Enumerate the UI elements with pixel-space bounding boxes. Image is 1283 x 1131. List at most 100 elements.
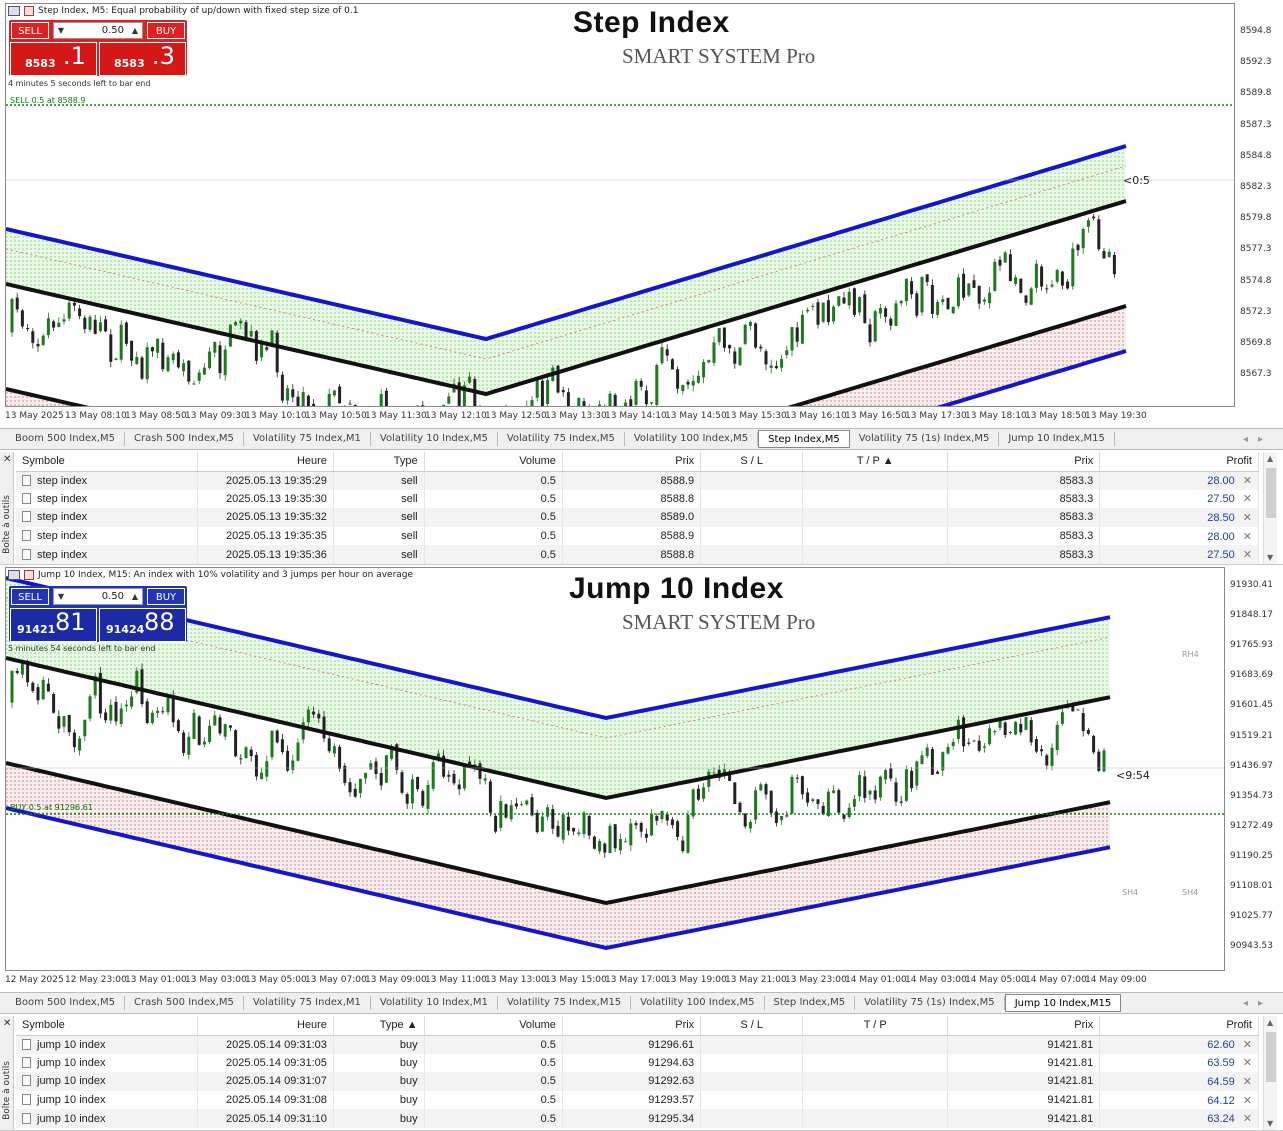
column-header[interactable]: Heure (197, 1016, 334, 1036)
lot-up-icon[interactable]: ▲ (131, 592, 139, 601)
column-header[interactable]: Prix (947, 1016, 1101, 1036)
chart-tab[interactable]: Volatility 10 Index,M1 (371, 996, 498, 1010)
column-header[interactable]: Prix (947, 452, 1101, 472)
cell-sl (700, 471, 804, 490)
time-scale[interactable]: 13 May 2025 13 May 08:10 13 May 08:50 13 Ma… (5, 411, 1235, 425)
column-header[interactable]: Type (333, 452, 425, 472)
column-header[interactable]: S / L (700, 452, 804, 472)
scrollbar[interactable]: ▲ ▼ (1263, 452, 1277, 564)
chart-tab[interactable]: Crash 500 Index,M5 (125, 996, 244, 1010)
lot-down-icon[interactable]: ▼ (57, 26, 65, 35)
chevron-left-icon[interactable]: ◂ (1242, 997, 1248, 1009)
close-position-icon[interactable]: ✕ (1242, 1113, 1252, 1126)
order-line-label[interactable]: SELL 0.5 at 8588.9 (10, 96, 86, 105)
chart-description: Jump 10 Index, M15: An index with 10% vo… (38, 570, 414, 580)
close-position-icon[interactable]: ✕ (1242, 530, 1252, 543)
chevron-right-icon[interactable]: ▸ (1257, 433, 1263, 445)
close-position-icon[interactable]: ✕ (1242, 475, 1252, 488)
column-header[interactable]: Symbole (16, 1016, 198, 1036)
lot-size-input[interactable]: ▼ 0.50 ▲ (53, 588, 143, 605)
price-label: 8592.3 (1240, 57, 1272, 68)
bid-price[interactable]: 8583 .1 (10, 42, 97, 76)
cell-time: 2025.05.13 19:35:29 (197, 471, 334, 490)
chart-tab[interactable]: Volatility 75 Index,M5 (498, 432, 625, 446)
column-header[interactable]: Prix (562, 452, 702, 472)
time-scale[interactable]: 12 May 2025 12 May 23:00 13 May 01:00 13 Ma… (5, 975, 1235, 989)
column-header[interactable]: Profit (1099, 452, 1259, 472)
sh4-label: SH4 (1182, 888, 1199, 897)
chart-tab[interactable]: Volatility 100 Index,M5 (625, 432, 759, 446)
ask-price[interactable]: 8583 .3 (99, 42, 186, 76)
close-position-icon[interactable]: ✕ (1242, 493, 1252, 506)
price-scale[interactable]: 91930.41 91848.17 91765.93 91683.69 91601.45… (1226, 570, 1283, 974)
table-row[interactable]: jump 10 index 2025.05.14 09:31:07 buy 0.5 91… (16, 1072, 1259, 1091)
column-header[interactable]: Volume (424, 452, 563, 472)
toolbox-side: ✕ Boîte à outils (0, 452, 14, 564)
table-row[interactable]: step index 2025.05.13 19:35:30 sell 0.5 8588… (16, 489, 1259, 509)
chart-tab[interactable]: Volatility 75 (1s) Index,M5 (850, 432, 1000, 446)
chart-tab[interactable]: Jump 10 Index,M15 (999, 432, 1115, 446)
column-header[interactable]: Prix (562, 1016, 702, 1036)
close-position-icon[interactable]: ✕ (1242, 511, 1252, 524)
chart-tab[interactable]: Boom 500 Index,M5 (6, 432, 125, 446)
close-position-icon[interactable]: ✕ (1242, 1057, 1252, 1070)
price-label: 8579.8 (1240, 213, 1272, 224)
table-row[interactable]: step index 2025.05.13 19:35:29 sell 0.5 8588… (16, 471, 1259, 490)
column-header[interactable]: Type ▲ (333, 1016, 425, 1036)
column-header[interactable]: Profit (1099, 1016, 1259, 1036)
price-chart[interactable]: Step Index SMART SYSTEM Pro Step Index, … (5, 3, 1235, 407)
sell-button[interactable]: SELL (11, 588, 49, 605)
chevron-left-icon[interactable]: ◂ (1242, 433, 1248, 445)
buy-button[interactable]: BUY (147, 22, 185, 39)
ask-price[interactable]: 91424 88 (99, 608, 186, 642)
column-header[interactable]: T / P ▲ (802, 452, 949, 472)
sell-button[interactable]: SELL (11, 22, 49, 39)
price-scale[interactable]: 8594.8 8592.3 8589.8 8587.3 8584.8 8582.3 8579… (1236, 3, 1283, 407)
chart-tab[interactable]: Jump 10 Index,M15 (1004, 994, 1122, 1012)
cell-sl (700, 1072, 804, 1091)
close-position-icon[interactable]: ✕ (1242, 1039, 1252, 1052)
scrollbar[interactable]: ▲ ▼ (1263, 1016, 1277, 1130)
lot-down-icon[interactable]: ▼ (57, 592, 65, 601)
chart-tab[interactable]: Volatility 75 Index,M15 (498, 996, 632, 1010)
close-position-icon[interactable]: ✕ (1242, 1094, 1252, 1107)
chart-tab[interactable]: Step Index,M5 (758, 430, 850, 448)
cell-tp (802, 1090, 949, 1110)
close-position-icon[interactable]: ✕ (1242, 1075, 1252, 1088)
chart-tab[interactable]: Volatility 100 Index,M5 (631, 996, 765, 1010)
chart-tab[interactable]: Volatility 75 Index,M1 (244, 432, 371, 446)
close-position-icon[interactable]: ✕ (1242, 549, 1252, 562)
chart-tab[interactable]: Volatility 75 (1s) Index,M5 (855, 996, 1005, 1010)
lot-size-input[interactable]: ▼ 0.50 ▲ (53, 22, 143, 39)
column-header[interactable]: Volume (424, 1016, 563, 1036)
column-header[interactable]: S / L (700, 1016, 804, 1036)
price-label: 91683.69 (1230, 670, 1273, 681)
close-icon[interactable]: ✕ (3, 1018, 12, 1029)
chart-tab[interactable]: Volatility 10 Index,M5 (371, 432, 498, 446)
table-row[interactable]: step index 2025.05.13 19:35:32 sell 0.5 8589… (16, 508, 1259, 527)
chart-tab[interactable]: Step Index,M5 (765, 996, 856, 1010)
tab-scroll[interactable]: ◂ ▸ (1243, 434, 1283, 445)
table-row[interactable]: step index 2025.05.13 19:35:35 sell 0.5 8588… (16, 526, 1259, 546)
tab-scroll[interactable]: ◂ ▸ (1243, 998, 1283, 1009)
cell-volume: 0.5 (424, 1090, 563, 1110)
price-chart[interactable]: Jump 10 Index SMART SYSTEM Pro Jump 10 I… (5, 567, 1225, 971)
table-row[interactable]: jump 10 index 2025.05.14 09:31:03 buy 0.5 91… (16, 1035, 1259, 1054)
chevron-right-icon[interactable]: ▸ (1257, 997, 1263, 1009)
chart-tab[interactable]: Volatility 75 Index,M1 (244, 996, 371, 1010)
buy-button[interactable]: BUY (147, 588, 185, 605)
chart-tab[interactable]: Boom 500 Index,M5 (6, 996, 125, 1010)
order-line-label[interactable]: BUY 0.5 at 91296.61 (10, 803, 93, 812)
close-icon[interactable]: ✕ (3, 454, 12, 465)
chart-tab[interactable]: Crash 500 Index,M5 (125, 432, 244, 446)
table-row[interactable]: step index 2025.05.13 19:35:36 sell 0.5 8588… (16, 545, 1259, 564)
time-label: 13 May 11:00 (425, 975, 487, 985)
column-header[interactable]: T / P (802, 1016, 949, 1036)
column-header[interactable]: Heure (197, 452, 334, 472)
lot-up-icon[interactable]: ▲ (131, 26, 139, 35)
table-row[interactable]: jump 10 index 2025.05.14 09:31:05 buy 0.5 91… (16, 1053, 1259, 1073)
table-row[interactable]: jump 10 index 2025.05.14 09:31:08 buy 0.5 91… (16, 1090, 1259, 1110)
column-header[interactable]: Symbole (16, 452, 198, 472)
table-row[interactable]: jump 10 index 2025.05.14 09:31:10 buy 0.5 91… (16, 1109, 1259, 1128)
bid-price[interactable]: 91421 81 (10, 608, 97, 642)
